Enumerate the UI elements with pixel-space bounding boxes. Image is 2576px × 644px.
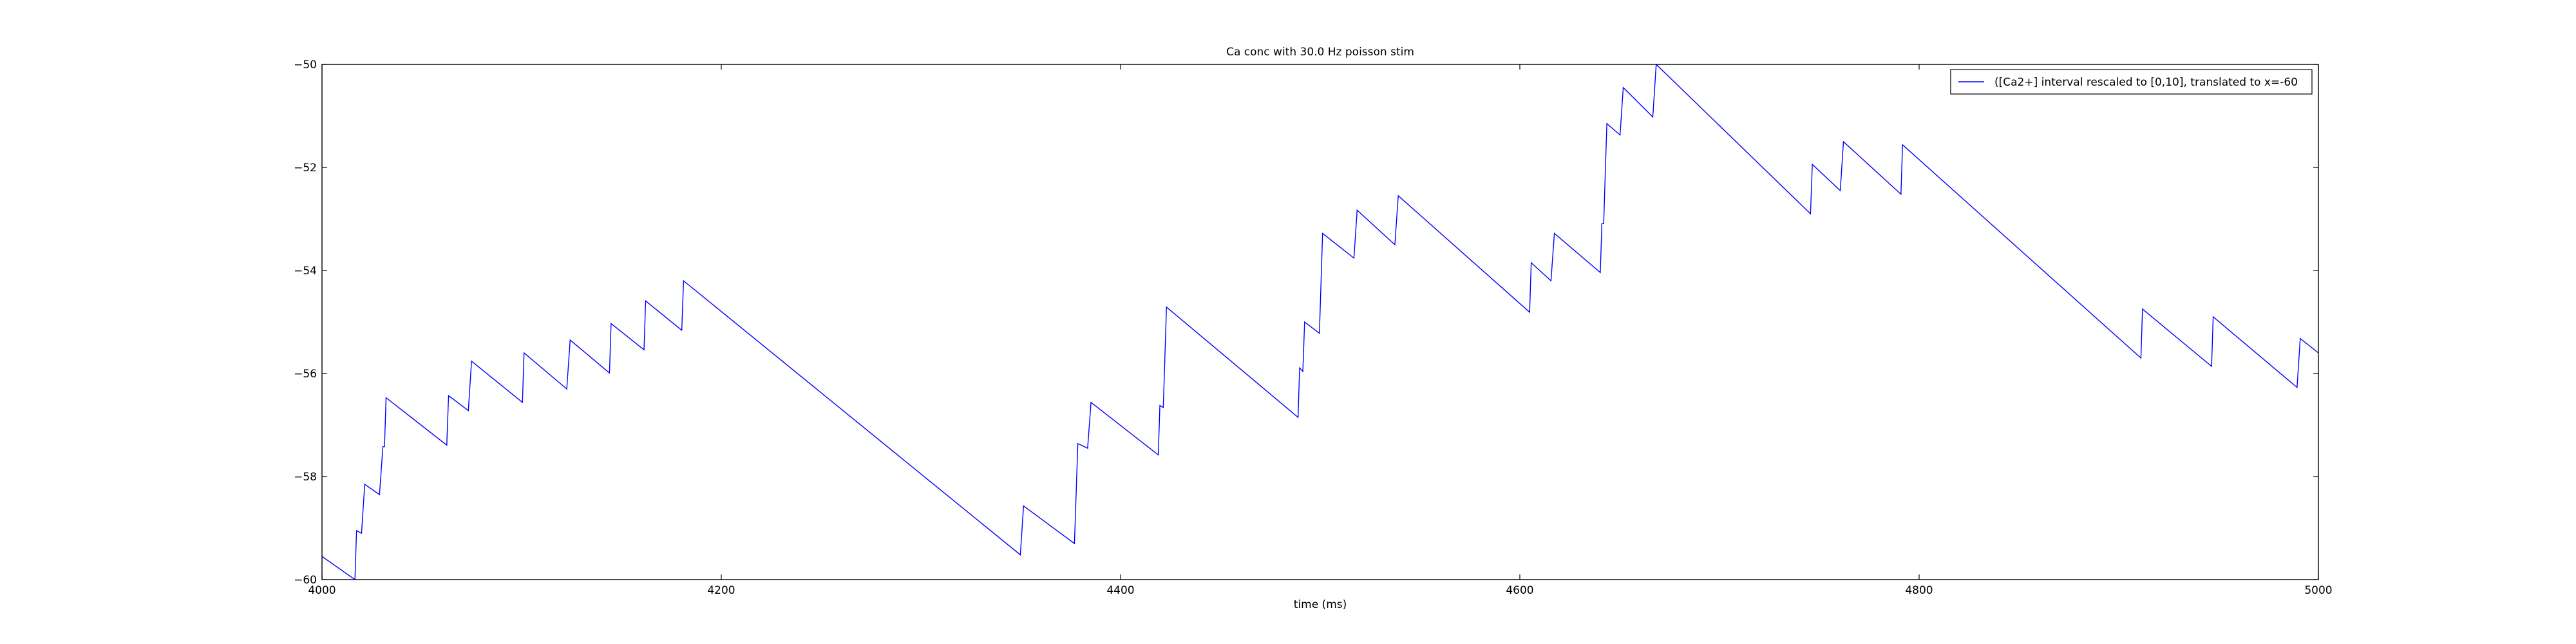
x-axis-label: time (ms) [1294, 598, 1347, 611]
plot-frame [321, 64, 2319, 580]
y-tick-label: −54 [294, 265, 317, 278]
y-tick-label: −60 [294, 574, 317, 587]
y-tick-label: −50 [294, 59, 317, 71]
y-tick-label: −56 [294, 368, 317, 381]
x-tick-label: 5000 [2304, 584, 2332, 597]
y-tick-label: −58 [294, 471, 317, 484]
y-tick-label: −52 [294, 162, 317, 175]
legend-label: ([Ca2+] interval rescaled to [0,10], tra… [1994, 76, 2298, 89]
x-tick-label: 4200 [707, 584, 735, 597]
x-tick-label: 4400 [1106, 584, 1134, 597]
x-tick-label: 4800 [1905, 584, 1933, 597]
legend-box [1950, 69, 2313, 95]
chart-title: Ca conc with 30.0 Hz poisson stim [1226, 46, 1414, 59]
x-tick-label: 4600 [1506, 584, 1533, 597]
plot-area [322, 64, 2318, 580]
x-tick-label: 4000 [308, 584, 336, 597]
data-line [322, 64, 2318, 580]
legend: ([Ca2+] interval rescaled to [0,10], tra… [1950, 69, 2313, 95]
